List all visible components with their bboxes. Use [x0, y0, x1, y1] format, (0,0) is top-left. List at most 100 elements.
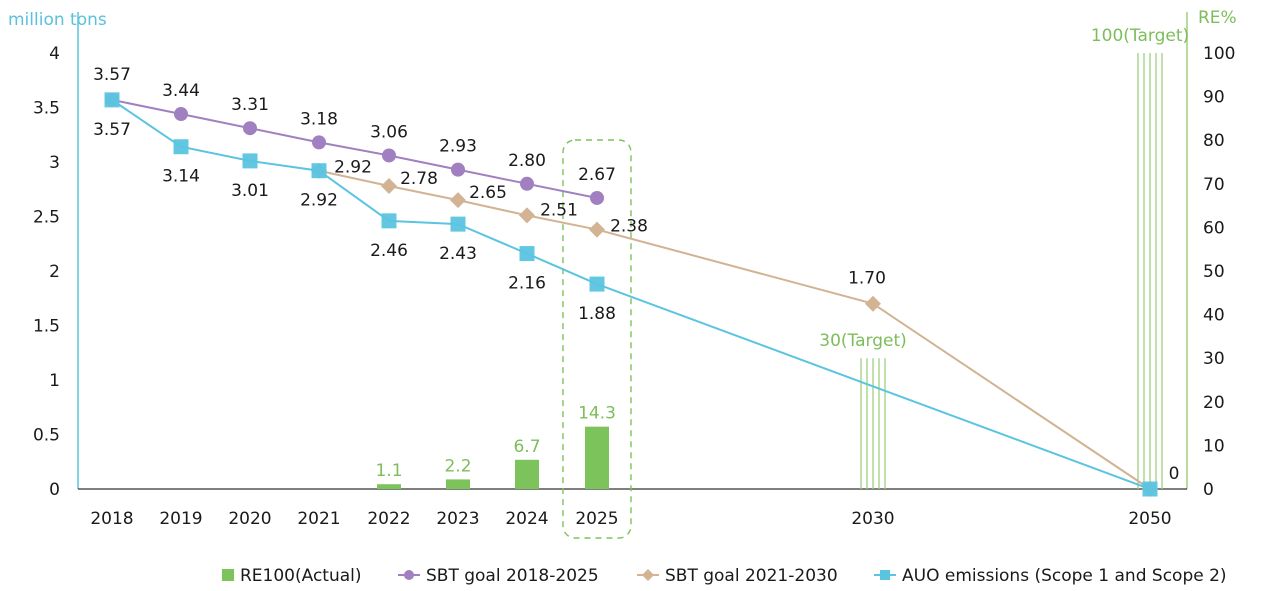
sbt-2021-2030-marker — [381, 177, 397, 194]
y-right-tick-label: 50 — [1203, 262, 1225, 282]
data-label: 2.93 — [439, 137, 477, 157]
axes — [77, 12, 1188, 490]
sbt-2021-2030-marker — [450, 192, 466, 209]
auo-emissions-marker — [519, 246, 535, 262]
data-label: 2.67 — [578, 165, 616, 185]
re100-bar — [446, 479, 470, 489]
x-tick-label: 2030 — [851, 509, 894, 529]
y-right-tick-label: 10 — [1203, 436, 1225, 456]
data-label: 3.01 — [231, 181, 269, 201]
sbt-2018-2025-marker — [590, 190, 604, 205]
y-right-tick-label: 40 — [1203, 306, 1225, 326]
y-right-tick-label: 30 — [1203, 349, 1225, 369]
sbt-2018-2025-marker — [174, 107, 188, 122]
legend: RE100(Actual) SBT goal 2018-2025 SBT goal … — [222, 566, 1227, 586]
data-label: 3.57 — [93, 120, 131, 140]
data-label: 3.06 — [370, 122, 408, 142]
y-right-tick-label: 90 — [1203, 88, 1225, 108]
re100-bar-label: 2.2 — [444, 456, 471, 476]
y-right-tick-label: 0 — [1203, 480, 1214, 500]
re100-bar — [377, 484, 401, 489]
y-left-tick-label: 3 — [49, 153, 60, 173]
auo-emissions-marker — [381, 213, 397, 229]
re100-bar — [585, 426, 609, 489]
auo-emissions-marker — [173, 139, 189, 155]
re100-bar-label: 6.7 — [513, 437, 540, 457]
sbt-2018-2025-marker — [243, 121, 257, 136]
sbt-2021-2030-marker — [865, 295, 881, 312]
highlight-box — [562, 139, 632, 539]
sbt-2021-2030-marker — [589, 221, 605, 238]
data-label: 2.46 — [370, 241, 408, 261]
re100-bar-label: 1.1 — [375, 461, 402, 481]
re100-bar — [515, 459, 539, 489]
x-tick-label: 2019 — [159, 509, 202, 529]
data-label: 3.57 — [93, 65, 131, 85]
data-label: 2.92 — [300, 191, 338, 211]
x-tick-label: 2022 — [367, 509, 410, 529]
auo-emissions-marker — [104, 92, 120, 108]
data-label: 3.44 — [162, 81, 200, 101]
y-right-tick-label: 60 — [1203, 218, 1225, 238]
auo-emissions-marker — [242, 153, 258, 169]
data-label: 2.80 — [508, 151, 546, 171]
x-tick-label: 2021 — [297, 509, 340, 529]
series-line — [111, 98, 598, 199]
target-label: 100(Target) — [1091, 26, 1189, 46]
y-left-ticks: 4 3.5 3 2.5 2 1.5 1 0.5 0 — [33, 44, 60, 500]
y-left-tick-label: 1 — [49, 371, 60, 391]
data-label: 2.16 — [508, 274, 546, 294]
data-label: 1.88 — [578, 304, 616, 324]
legend-entry: RE100(Actual) — [240, 566, 362, 586]
y-left-tick-label: 0 — [49, 480, 60, 500]
y-left-tick-label: 2 — [49, 262, 60, 282]
series-line — [318, 169, 1151, 490]
y-right-axis-label: RE% — [1198, 8, 1237, 28]
auo-emissions-marker — [1142, 481, 1158, 497]
sbt-2018-2025-marker — [382, 148, 396, 163]
data-label: 2.92 — [334, 158, 372, 178]
data-label: 0 — [1169, 464, 1180, 484]
auo-emissions-marker — [450, 216, 466, 232]
y-left-tick-label: 1.5 — [33, 317, 60, 337]
x-ticks: 2018 2019 2020 2021 2022 2023 2024 2025 2030 2050 — [90, 509, 1171, 529]
legend-entry: AUO emissions (Scope 1 and Scope 2) — [902, 566, 1227, 586]
x-tick-label: 2024 — [505, 509, 548, 529]
data-labels: 1.1 2.2 6.7 14.3 3.57 3.44 3.31 3.18 3.06 2.93 2.8… — [93, 65, 1179, 484]
y-left-tick-label: 2.5 — [33, 208, 60, 228]
target-bars: 30(Target) 100(Target) — [819, 26, 1189, 489]
legend-marker-re100 — [222, 569, 234, 581]
legend-marker-diamond — [642, 569, 654, 581]
sbt-2018-2025-marker — [451, 162, 465, 177]
legend-entry: SBT goal 2021-2030 — [665, 566, 838, 586]
data-label: 3.14 — [162, 167, 200, 187]
series-lines — [104, 92, 1158, 497]
y-left-tick-label: 4 — [49, 44, 60, 64]
auo-emissions-marker — [589, 276, 605, 292]
legend-marker-circle — [404, 570, 414, 580]
data-label: 3.18 — [300, 109, 338, 129]
re100-bars — [377, 426, 609, 489]
target-label: 30(Target) — [819, 331, 907, 351]
x-tick-label: 2025 — [575, 509, 618, 529]
data-label: 2.51 — [540, 200, 578, 220]
sbt-2018-2025-marker — [312, 135, 326, 150]
re100-bar-label: 14.3 — [578, 404, 616, 424]
y-right-tick-label: 20 — [1203, 393, 1225, 413]
x-tick-label: 2050 — [1128, 509, 1171, 529]
y-right-tick-label: 70 — [1203, 175, 1225, 195]
data-label: 2.43 — [439, 244, 477, 264]
y-left-tick-label: 0.5 — [33, 426, 60, 446]
y-left-axis-label: million tons — [8, 10, 107, 30]
data-label: 1.70 — [848, 269, 886, 289]
x-tick-label: 2020 — [228, 509, 271, 529]
x-tick-label: 2023 — [436, 509, 479, 529]
sbt-2021-2030-marker — [519, 207, 535, 224]
legend-marker-square — [880, 570, 890, 580]
data-label: 3.31 — [231, 95, 269, 115]
y-right-tick-label: 100 — [1203, 44, 1235, 64]
legend-entry: SBT goal 2018-2025 — [426, 566, 599, 586]
x-tick-label: 2018 — [90, 509, 133, 529]
